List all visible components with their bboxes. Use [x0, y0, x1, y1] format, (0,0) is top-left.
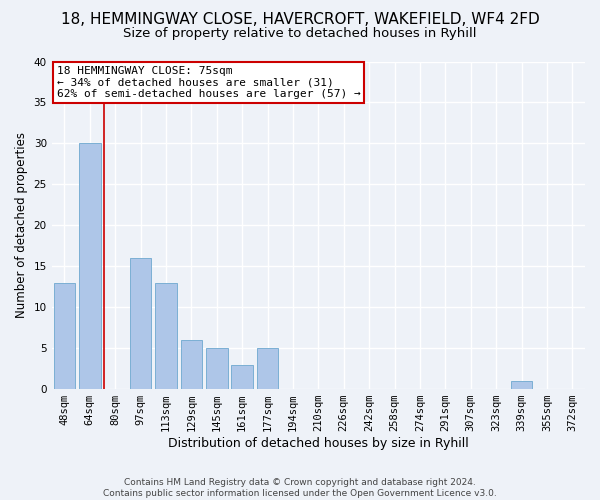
Bar: [155, 282, 177, 389]
Bar: [53, 282, 75, 389]
Y-axis label: Number of detached properties: Number of detached properties: [15, 132, 28, 318]
Bar: [511, 381, 532, 389]
Bar: [257, 348, 278, 389]
Bar: [232, 364, 253, 389]
Bar: [130, 258, 151, 389]
Text: Size of property relative to detached houses in Ryhill: Size of property relative to detached ho…: [123, 28, 477, 40]
Bar: [79, 144, 101, 389]
Bar: [206, 348, 227, 389]
Bar: [181, 340, 202, 389]
Text: 18 HEMMINGWAY CLOSE: 75sqm
← 34% of detached houses are smaller (31)
62% of semi: 18 HEMMINGWAY CLOSE: 75sqm ← 34% of deta…: [57, 66, 361, 99]
Text: Contains HM Land Registry data © Crown copyright and database right 2024.
Contai: Contains HM Land Registry data © Crown c…: [103, 478, 497, 498]
X-axis label: Distribution of detached houses by size in Ryhill: Distribution of detached houses by size …: [168, 437, 469, 450]
Text: 18, HEMMINGWAY CLOSE, HAVERCROFT, WAKEFIELD, WF4 2FD: 18, HEMMINGWAY CLOSE, HAVERCROFT, WAKEFI…: [61, 12, 539, 28]
